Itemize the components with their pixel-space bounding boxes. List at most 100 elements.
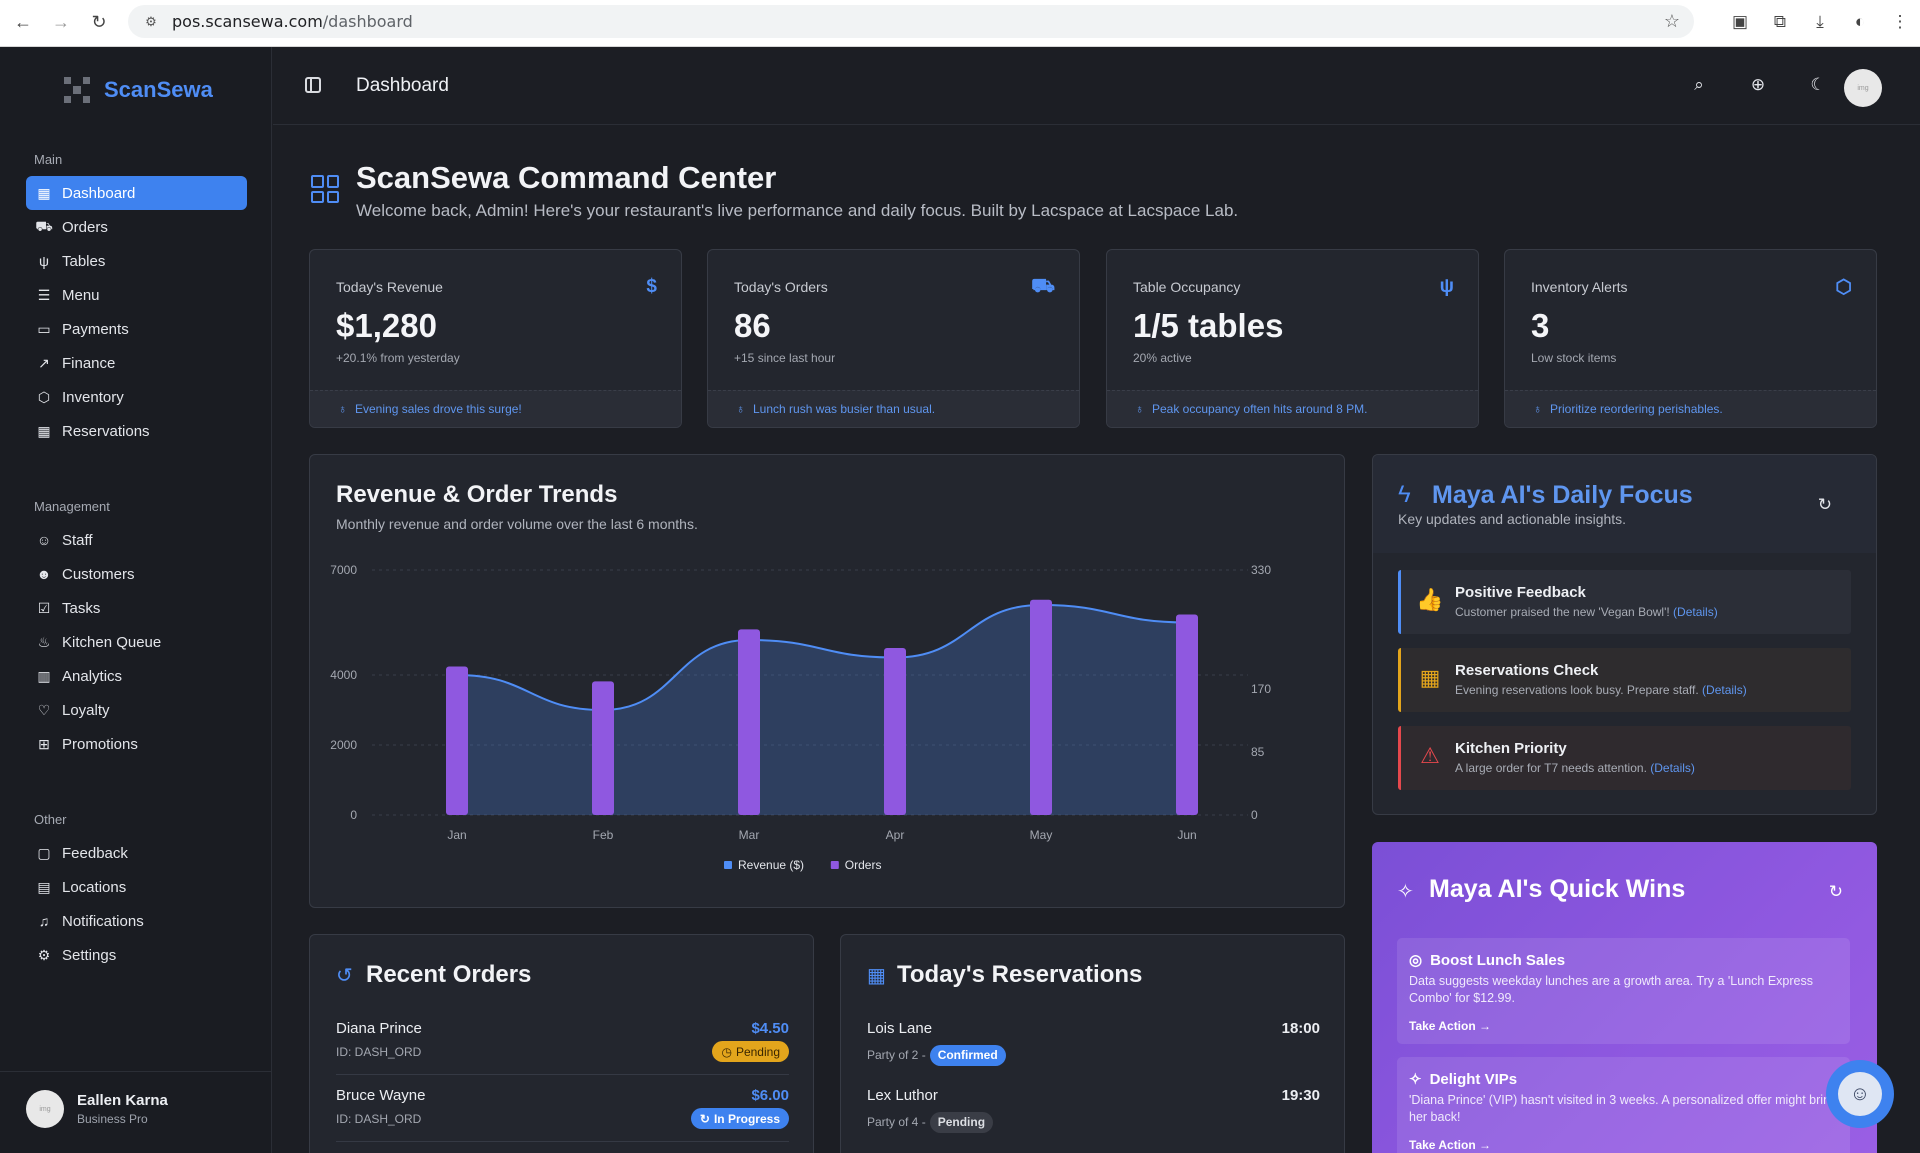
take-action-link[interactable]: Take Action → xyxy=(1409,1019,1492,1033)
x-tick-label: Jan xyxy=(447,828,466,842)
cart-icon: ⛟ xyxy=(35,217,53,234)
legend-swatch xyxy=(724,861,732,869)
sidebar-toggle-icon[interactable] xyxy=(305,77,321,93)
sidebar-item-loyalty[interactable]: ♡ Loyalty xyxy=(37,701,110,719)
chatbot-button[interactable]: ☺ xyxy=(1826,1060,1894,1128)
command-center-title: ScanSewa Command Center xyxy=(356,160,777,195)
site-settings-icon[interactable]: ⚙ xyxy=(145,13,157,29)
sidebar-item-notifications[interactable]: ♫ Notifications xyxy=(26,904,247,938)
quick-wins-card: ✧ Maya AI's Quick Wins ↻ ◎ Boost Lunch Sa… xyxy=(1372,842,1877,1153)
box-icon: ⬡ xyxy=(1835,277,1852,298)
details-link[interactable]: (Details) xyxy=(1702,683,1747,697)
dollar-icon: $ xyxy=(646,276,657,297)
orders-bar xyxy=(446,666,468,815)
user-name: Eallen Karna xyxy=(77,1092,168,1109)
bookmark-star-icon[interactable]: ☆ xyxy=(1663,11,1680,31)
sidebar-item-reservations[interactable]: ▦ Reservations xyxy=(37,422,150,440)
sidebar-item-feedback[interactable]: ▢ Feedback xyxy=(37,844,128,862)
y-tick-left: 2000 xyxy=(330,738,357,752)
utensils-icon: ψ xyxy=(1439,276,1454,297)
lightbulb-icon: ♁ xyxy=(338,402,347,416)
legend-swatch xyxy=(830,861,839,869)
lightbulb-icon: ♁ xyxy=(736,402,745,416)
sidebar-item-customers[interactable]: ☻ Customers xyxy=(36,565,135,583)
book-icon: ▤ xyxy=(37,878,51,895)
sidebar-item-inventory[interactable]: ⬡ Inventory xyxy=(37,388,124,406)
table-row[interactable]: Bruce Wayne ID: DASH_ORD $6.00 ↻ In Progr… xyxy=(336,1075,789,1142)
sidebar-item-tasks[interactable]: ☑ Tasks xyxy=(37,599,101,617)
search-icon[interactable]: ⌕ xyxy=(1694,75,1704,94)
checklist-icon: ☑ xyxy=(37,599,51,616)
profile-icon[interactable]: ◐ xyxy=(1854,12,1866,31)
list-item[interactable]: Lex Luthor Party of 4 - Pending 19:30 xyxy=(867,1075,1320,1142)
gift-icon: ⊞ xyxy=(38,735,50,752)
orders-bar xyxy=(738,629,760,815)
status-badge: ◷ Pending xyxy=(712,1041,789,1062)
kpi-card-revenue: Today's Revenue $ $1,280 +20.1% from yes… xyxy=(309,249,682,428)
utensils-icon: ψ xyxy=(39,253,49,269)
kpi-card-inventory: Inventory Alerts ⬡ 3 Low stock items ♁ Pr… xyxy=(1504,249,1877,428)
list-item[interactable]: Lois Lane Party of 2 - Confirmed 18:00 xyxy=(867,1008,1320,1075)
sidebar-item-finance[interactable]: ↗ Finance xyxy=(26,346,247,380)
refresh-icon[interactable]: ↻ xyxy=(1828,882,1843,901)
sidebar-item-kitchen-queue[interactable]: ♨ Kitchen Queue xyxy=(37,633,162,651)
x-tick-label: Apr xyxy=(886,828,905,842)
orders-bar xyxy=(1176,614,1198,815)
table-row[interactable]: Diana Prince ID: DASH_ORD $4.50 ◷ Pending xyxy=(336,1008,789,1075)
add-circle-icon[interactable]: ⊕ xyxy=(1750,75,1766,94)
details-link[interactable]: (Details) xyxy=(1673,605,1718,619)
address-bar[interactable]: ⚙ pos.scansewa.com/dashboard ☆ xyxy=(128,5,1694,38)
heart-icon: ♡ xyxy=(37,701,51,718)
brand-name: ScanSewa xyxy=(104,77,213,102)
box-icon: ⬡ xyxy=(37,388,51,405)
trend-chart: 7000 4000 2000 0 330 170 85 0 Jan Feb Mar Apr May Jun… xyxy=(330,563,1271,872)
focus-item-reservations: ▦ Reservations Check Evening reservation… xyxy=(1398,648,1851,712)
dark-mode-moon-icon[interactable]: ☾ xyxy=(1810,75,1826,94)
dashboard-grid-icon xyxy=(311,175,339,203)
bell-icon: ♫ xyxy=(38,913,50,929)
extension-icon[interactable]: ▣ xyxy=(1731,12,1749,31)
quick-win-item: ✧ Delight VIPs 'Diana Prince' (VIP) hasn'… xyxy=(1397,1057,1850,1153)
sidebar-item-tables[interactable]: ψ Tables xyxy=(26,244,247,278)
calendar-clock-icon: ▦ xyxy=(867,965,886,987)
sidebar-item-payments[interactable]: ▭ Payments xyxy=(37,320,129,338)
command-center-subtitle: Welcome back, Admin! Here's your restaur… xyxy=(356,201,1239,220)
lightning-icon: ϟ xyxy=(1398,481,1411,508)
sidebar-item-dashboard[interactable]: ▦ Dashboard xyxy=(26,176,247,210)
revenue-area xyxy=(457,605,1187,815)
sidebar-item-orders[interactable]: ⛟ Orders xyxy=(35,217,108,236)
details-link[interactable]: (Details) xyxy=(1650,761,1695,775)
reload-icon[interactable]: ↻ xyxy=(91,11,107,32)
sidebar: ScanSewa Main ▦ Dashboard ⛟ Orders ψ Tables… xyxy=(0,47,272,1153)
sidebar-item-locations[interactable]: ▤ Locations xyxy=(37,878,127,896)
nav-group-main: Main xyxy=(34,152,63,167)
sidebar-item-promotions[interactable]: ⊞ Promotions xyxy=(26,727,247,761)
forward-icon[interactable]: → xyxy=(52,11,70,32)
puzzle-icon[interactable]: ⧉ xyxy=(1773,12,1787,31)
take-action-link[interactable]: Take Action → xyxy=(1409,1138,1492,1152)
sidebar-item-staff[interactable]: ☺ Staff xyxy=(36,531,93,549)
orders-bar xyxy=(592,681,614,815)
x-tick-label: Feb xyxy=(593,828,614,842)
warning-icon: ⚠ xyxy=(1420,743,1440,768)
history-icon: ↺ xyxy=(336,965,353,987)
avatar[interactable]: img xyxy=(1844,69,1882,107)
trend-card: Revenue & Order Trends Monthly revenue a… xyxy=(309,454,1345,908)
sparkle-icon: ✧ xyxy=(1409,1071,1422,1088)
sidebar-item-menu[interactable]: ☰ Menu xyxy=(37,286,100,304)
sidebar-item-settings[interactable]: ⚙ Settings xyxy=(37,946,117,964)
lightbulb-icon: ♁ xyxy=(1135,402,1144,416)
orders-bar xyxy=(884,647,906,815)
daily-focus-subtitle: Key updates and actionable insights. xyxy=(1398,511,1627,527)
back-icon[interactable]: ← xyxy=(14,11,32,32)
refresh-icon[interactable]: ↻ xyxy=(1817,495,1832,514)
focus-item-feedback: 👍 Positive Feedback Customer praised the… xyxy=(1398,570,1851,634)
sidebar-item-analytics[interactable]: ▥ Analytics xyxy=(37,667,123,685)
lightbulb-icon: ♁ xyxy=(1533,402,1542,416)
message-icon: ▢ xyxy=(37,844,51,861)
more-menu-icon[interactable]: ⋮ xyxy=(1891,12,1909,31)
brand[interactable]: ScanSewa xyxy=(64,77,213,103)
download-icon[interactable]: ⤓ xyxy=(1816,12,1824,31)
user-profile[interactable]: img Eallen Karna Business Pro xyxy=(0,1071,271,1153)
x-tick-label: Mar xyxy=(739,828,760,842)
